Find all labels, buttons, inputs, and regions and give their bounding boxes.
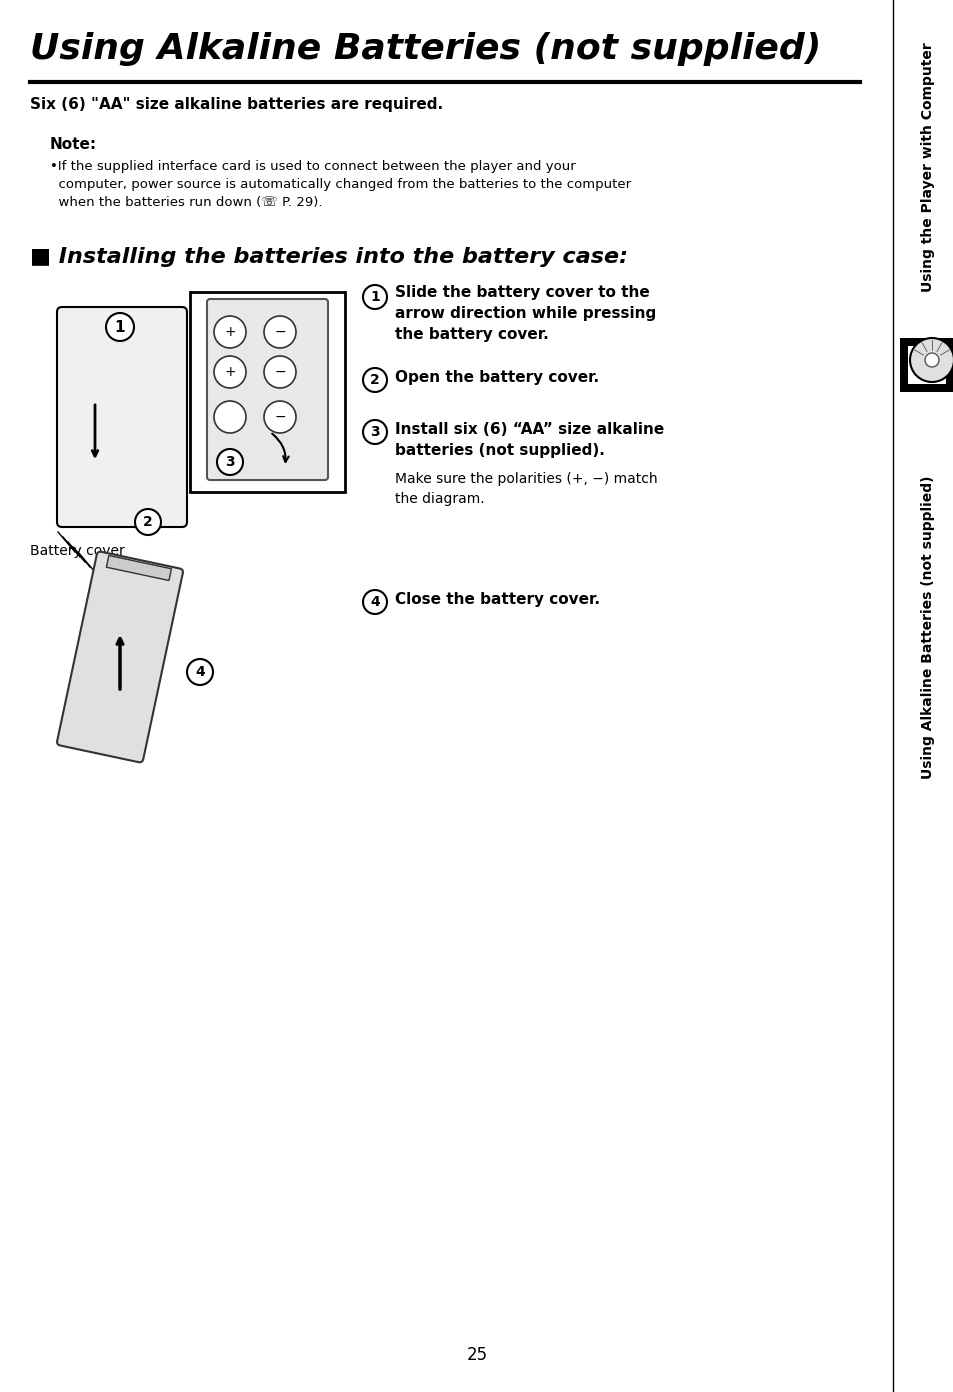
Circle shape — [264, 401, 295, 433]
Bar — [107, 555, 172, 580]
FancyBboxPatch shape — [190, 292, 345, 491]
FancyBboxPatch shape — [57, 308, 187, 528]
FancyBboxPatch shape — [57, 551, 183, 763]
Text: Make sure the polarities (+, −) match
the diagram.: Make sure the polarities (+, −) match th… — [395, 472, 657, 505]
Circle shape — [363, 590, 387, 614]
Bar — [897, 412, 953, 842]
Bar — [897, 13, 953, 322]
Circle shape — [924, 354, 938, 367]
Circle shape — [264, 316, 295, 348]
Circle shape — [264, 356, 295, 388]
Text: 2: 2 — [370, 373, 379, 387]
Text: −: − — [274, 411, 286, 425]
Text: −: − — [274, 365, 286, 379]
Text: 1: 1 — [370, 290, 379, 303]
Text: Using Alkaline Batteries (not supplied): Using Alkaline Batteries (not supplied) — [30, 32, 821, 65]
Text: Open the battery cover.: Open the battery cover. — [395, 370, 598, 386]
Circle shape — [135, 509, 161, 535]
Bar — [907, 347, 945, 384]
Text: 2: 2 — [143, 515, 152, 529]
Circle shape — [213, 356, 246, 388]
Bar — [899, 338, 953, 393]
Text: Note:: Note: — [50, 136, 97, 152]
Text: •If the supplied interface card is used to connect between the player and your
 : •If the supplied interface card is used … — [50, 160, 631, 209]
Text: 3: 3 — [225, 455, 234, 469]
Text: Using the Player with Computer: Using the Player with Computer — [920, 42, 934, 292]
Text: Using Alkaline Batteries (not supplied): Using Alkaline Batteries (not supplied) — [920, 475, 934, 778]
Circle shape — [363, 285, 387, 309]
Text: +: + — [224, 365, 235, 379]
Text: 25: 25 — [466, 1346, 487, 1364]
Text: 3: 3 — [370, 425, 379, 438]
Circle shape — [909, 338, 953, 381]
FancyBboxPatch shape — [207, 299, 328, 480]
Text: 1: 1 — [114, 320, 125, 334]
Circle shape — [213, 401, 246, 433]
Circle shape — [216, 450, 243, 475]
Text: 4: 4 — [370, 594, 379, 610]
Circle shape — [106, 313, 133, 341]
Text: +: + — [224, 324, 235, 340]
Text: 4: 4 — [195, 665, 205, 679]
Circle shape — [363, 420, 387, 444]
Circle shape — [187, 658, 213, 685]
Text: −: − — [274, 324, 286, 340]
Text: ■ Installing the batteries into the battery case:: ■ Installing the batteries into the batt… — [30, 246, 627, 267]
Text: Install six (6) “AA” size alkaline
batteries (not supplied).: Install six (6) “AA” size alkaline batte… — [395, 422, 663, 458]
Text: Battery cover: Battery cover — [30, 544, 125, 558]
Text: Slide the battery cover to the
arrow direction while pressing
the battery cover.: Slide the battery cover to the arrow dir… — [395, 285, 656, 342]
Text: Six (6) "AA" size alkaline batteries are required.: Six (6) "AA" size alkaline batteries are… — [30, 97, 442, 111]
Circle shape — [213, 316, 246, 348]
Text: Close the battery cover.: Close the battery cover. — [395, 592, 599, 607]
Circle shape — [363, 367, 387, 393]
